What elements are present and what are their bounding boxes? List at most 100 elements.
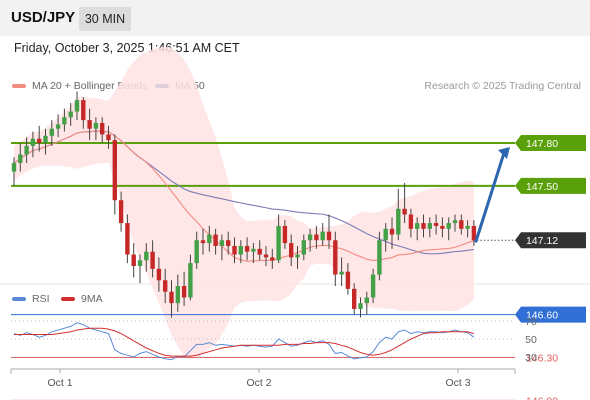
candle-body bbox=[156, 268, 162, 281]
candle-body bbox=[471, 225, 477, 241]
legend-9ma: 9MA bbox=[61, 293, 103, 305]
candle-body bbox=[402, 208, 407, 215]
rsi-ma-line bbox=[14, 327, 475, 357]
ma9-label: 9MA bbox=[81, 293, 103, 305]
projection-arrow-shaft bbox=[474, 151, 506, 243]
candle-body bbox=[459, 220, 464, 229]
candle-body bbox=[81, 100, 86, 121]
timeframe-button[interactable]: 30 MIN bbox=[79, 7, 131, 31]
bollinger-band bbox=[14, 46, 474, 360]
rsi-tick-50: 50 bbox=[525, 334, 537, 346]
candle-body bbox=[106, 134, 111, 141]
candle-body bbox=[144, 251, 149, 261]
header-bar: USD/JPY 30 MIN bbox=[0, 0, 590, 36]
candle-body bbox=[396, 208, 401, 235]
copyright-label: Research © 2025 Trading Central bbox=[424, 80, 581, 92]
candle-body bbox=[219, 240, 225, 246]
candle-body bbox=[150, 251, 155, 269]
candle-body bbox=[30, 138, 36, 146]
candle-body bbox=[188, 263, 193, 298]
candle-body bbox=[383, 228, 388, 241]
candle-body bbox=[370, 274, 376, 298]
candle-body bbox=[207, 234, 212, 244]
candle-body bbox=[339, 271, 344, 275]
candle-body bbox=[421, 223, 426, 229]
candle-body bbox=[251, 248, 256, 252]
candle-body bbox=[244, 245, 250, 252]
candle-body bbox=[200, 240, 206, 244]
level-label-146.30: 146.30 bbox=[526, 353, 558, 365]
candle-body bbox=[345, 271, 351, 289]
ma20-line bbox=[13, 130, 475, 262]
candle-body bbox=[37, 138, 42, 143]
candle-body bbox=[118, 200, 124, 224]
candle-body bbox=[226, 240, 231, 246]
candle-body bbox=[238, 245, 243, 255]
candle-body bbox=[276, 225, 281, 261]
candle-body bbox=[358, 303, 363, 309]
projection-arrow-head bbox=[498, 147, 510, 159]
candle-body bbox=[49, 128, 54, 136]
candle-body bbox=[93, 122, 99, 129]
symbol-title: USD/JPY bbox=[11, 9, 76, 26]
level-tag-146.60 bbox=[515, 306, 586, 323]
candle-body bbox=[169, 291, 174, 304]
candle-body bbox=[87, 120, 92, 129]
candle-body bbox=[446, 223, 451, 229]
candle-body bbox=[333, 240, 338, 275]
candle-body bbox=[282, 225, 288, 244]
datetime-label: Friday, October 3, 2025 1:46:51 AM CET bbox=[14, 41, 240, 55]
candle-body bbox=[181, 286, 187, 298]
candle-body bbox=[408, 214, 414, 229]
level-tag-147.50 bbox=[515, 177, 586, 194]
candle-body bbox=[389, 228, 395, 235]
candle-body bbox=[307, 234, 313, 241]
rsi-label: RSI bbox=[32, 293, 50, 305]
legend-rsi: RSI bbox=[12, 293, 50, 305]
candle-body bbox=[175, 286, 180, 304]
candle-body bbox=[295, 254, 300, 258]
candle-body bbox=[163, 280, 168, 292]
candle-body bbox=[213, 234, 218, 246]
candle-body bbox=[326, 231, 332, 241]
candle-body bbox=[301, 240, 306, 255]
level-label-147.80: 147.80 bbox=[526, 138, 558, 150]
current-price-tag bbox=[515, 232, 586, 249]
ma20-swatch bbox=[12, 84, 26, 88]
candle-body bbox=[11, 163, 17, 172]
candle-body bbox=[62, 117, 67, 125]
candle-body bbox=[55, 124, 61, 129]
x-tick-label: Oct 1 bbox=[47, 377, 72, 389]
current-price-label: 147.12 bbox=[526, 235, 558, 247]
candle-body bbox=[43, 135, 48, 143]
candle-body bbox=[137, 260, 143, 266]
candle-body bbox=[18, 154, 23, 164]
rsi-tick-70: 70 bbox=[525, 316, 537, 328]
candle-body bbox=[270, 257, 275, 261]
candle-body bbox=[112, 140, 117, 201]
candle-body bbox=[257, 248, 262, 255]
candle-body bbox=[377, 240, 382, 275]
candle-body bbox=[263, 254, 269, 258]
candle-body bbox=[320, 231, 325, 241]
candle-body bbox=[433, 223, 439, 226]
candle-body bbox=[364, 297, 369, 304]
candle-body bbox=[352, 288, 357, 309]
level-label-146.60: 146.60 bbox=[526, 310, 558, 322]
candle-body bbox=[415, 223, 420, 229]
level-tag-147.80 bbox=[515, 135, 586, 151]
rsi-line bbox=[13, 322, 475, 361]
candle-body bbox=[314, 234, 319, 241]
candle-body bbox=[125, 223, 130, 255]
candle-body bbox=[74, 100, 80, 112]
candle-body bbox=[100, 122, 105, 135]
level-label-146.00: 146.00 bbox=[526, 395, 558, 400]
candle-body bbox=[427, 223, 432, 229]
candle-body bbox=[24, 145, 29, 155]
candle-body bbox=[194, 240, 199, 264]
level-label-147.50: 147.50 bbox=[526, 181, 558, 193]
candle-body bbox=[440, 225, 445, 229]
x-tick-label: Oct 2 bbox=[246, 377, 271, 389]
candle-body bbox=[465, 225, 470, 229]
